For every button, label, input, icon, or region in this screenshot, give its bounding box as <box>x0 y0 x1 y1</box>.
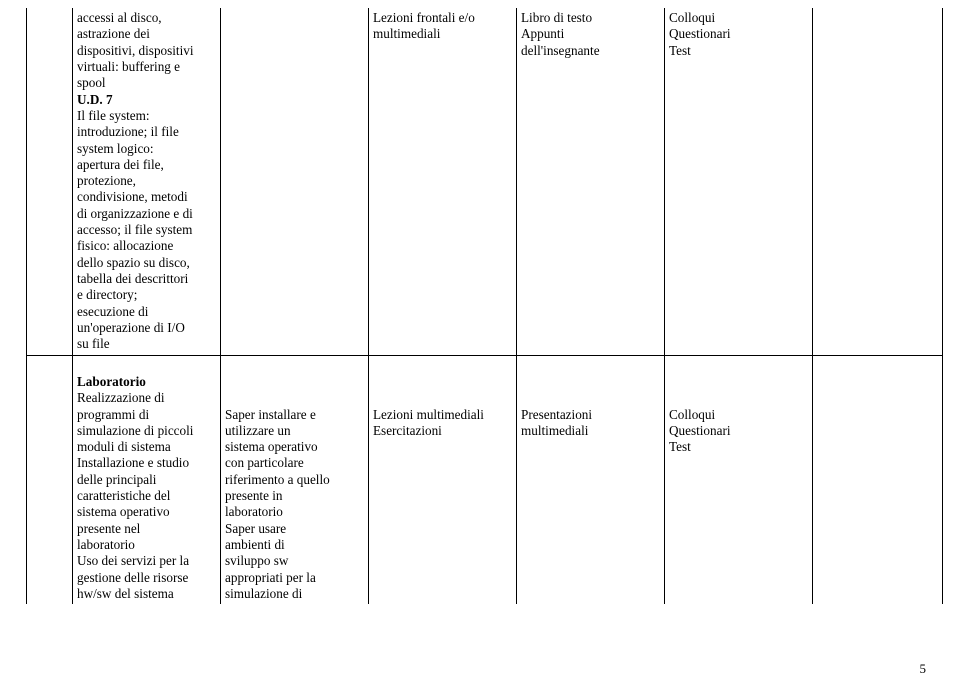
text-line: dispositivi, dispositivi <box>77 43 216 58</box>
cell-empty <box>813 355 943 604</box>
cell-libro: Libro di testo Appunti dell'insegnante <box>517 8 665 355</box>
text-line: Test <box>669 439 808 454</box>
cell-empty <box>27 8 73 355</box>
table-row: accessi al disco, astrazione dei disposi… <box>27 8 943 355</box>
cell-empty <box>813 8 943 355</box>
text-line: Installazione e studio <box>77 455 216 470</box>
text-line: Saper usare <box>225 521 364 536</box>
text-line: presente nel <box>77 521 216 536</box>
text-line <box>225 358 364 373</box>
text-line: e directory; <box>77 287 216 302</box>
text-line <box>373 358 512 373</box>
text-line: moduli di sistema <box>77 439 216 454</box>
text-line: programmi di <box>77 407 216 422</box>
text-line: delle principali <box>77 472 216 487</box>
text-line: hw/sw del sistema <box>77 586 216 601</box>
text-line: Colloqui <box>669 407 808 422</box>
text-line: multimediali <box>521 423 660 438</box>
text-line: Colloqui <box>669 10 808 25</box>
text-line: laboratorio <box>77 537 216 552</box>
text-line: sistema operativo <box>225 439 364 454</box>
text-line: Il file system: <box>77 108 216 123</box>
text-line: Questionari <box>669 26 808 41</box>
text-line: di organizzazione e di <box>77 206 216 221</box>
cell-colloqui: Colloqui Questionari Test <box>665 8 813 355</box>
text-line: utilizzare un <box>225 423 364 438</box>
text-line <box>373 390 512 405</box>
text-line: simulazione di <box>225 586 364 601</box>
text-line: Realizzazione di <box>77 390 216 405</box>
text-line: tabella dei descrittori <box>77 271 216 286</box>
unit-heading: U.D. 7 <box>77 92 216 107</box>
cell-empty <box>27 355 73 604</box>
text-line: simulazione di piccoli <box>77 423 216 438</box>
cell-lezioni: Lezioni frontali e/o multimediali <box>369 8 517 355</box>
cell-presentazioni: Presentazioni multimediali <box>517 355 665 604</box>
text-line: gestione delle risorse <box>77 570 216 585</box>
text-line: sistema operativo <box>77 504 216 519</box>
text-line: accesso; il file system <box>77 222 216 237</box>
text-line <box>669 390 808 405</box>
text-line: sviluppo sw <box>225 553 364 568</box>
text-line: protezione, <box>77 173 216 188</box>
text-line: Libro di testo <box>521 10 660 25</box>
text-line: dell'insegnante <box>521 43 660 58</box>
text-line <box>521 374 660 389</box>
text-line: system logico: <box>77 141 216 156</box>
lab-heading: Laboratorio <box>77 374 216 389</box>
text-line <box>669 358 808 373</box>
text-line: spool <box>77 75 216 90</box>
page-container: accessi al disco, astrazione dei disposi… <box>0 0 960 681</box>
table-row: Laboratorio Realizzazione di programmi d… <box>27 355 943 604</box>
text-line <box>225 374 364 389</box>
cell-lezioni2: Lezioni multimediali Esercitazioni <box>369 355 517 604</box>
text-line: ambienti di <box>225 537 364 552</box>
text-line: fisico: allocazione <box>77 238 216 253</box>
cell-laboratorio: Laboratorio Realizzazione di programmi d… <box>73 355 221 604</box>
text-line: dello spazio su disco, <box>77 255 216 270</box>
text-line: virtuali: buffering e <box>77 59 216 74</box>
cell-saper: Saper installare e utilizzare un sistema… <box>221 355 369 604</box>
text-line: Test <box>669 43 808 58</box>
text-line: Questionari <box>669 423 808 438</box>
text-line: Uso dei servizi per la <box>77 553 216 568</box>
text-line <box>373 374 512 389</box>
text-line: un'operazione di I/O <box>77 320 216 335</box>
content-table: accessi al disco, astrazione dei disposi… <box>26 8 943 604</box>
cell-colloqui2: Colloqui Questionari Test <box>665 355 813 604</box>
text-line: condivisione, metodi <box>77 189 216 204</box>
page-number: 5 <box>920 661 927 677</box>
text-line: caratteristiche del <box>77 488 216 503</box>
text-line: presente in <box>225 488 364 503</box>
text-line: astrazione dei <box>77 26 216 41</box>
text-line <box>77 358 216 373</box>
text-line: Esercitazioni <box>373 423 512 438</box>
cell-empty <box>221 8 369 355</box>
text-line <box>521 358 660 373</box>
text-line: Lezioni frontali e/o <box>373 10 512 25</box>
text-line: con particolare <box>225 455 364 470</box>
text-line <box>521 390 660 405</box>
text-line: introduzione; il file <box>77 124 216 139</box>
text-line: laboratorio <box>225 504 364 519</box>
text-line: riferimento a quello <box>225 472 364 487</box>
text-line <box>669 374 808 389</box>
text-line: Appunti <box>521 26 660 41</box>
text-line: su file <box>77 336 216 351</box>
cell-ud7: accessi al disco, astrazione dei disposi… <box>73 8 221 355</box>
text-line: accessi al disco, <box>77 10 216 25</box>
text-line: apertura dei file, <box>77 157 216 172</box>
text-line: Presentazioni <box>521 407 660 422</box>
text-line: Lezioni multimediali <box>373 407 512 422</box>
text-line: multimediali <box>373 26 512 41</box>
text-line: appropriati per la <box>225 570 364 585</box>
text-line: Saper installare e <box>225 407 364 422</box>
text-line <box>225 390 364 405</box>
text-line: esecuzione di <box>77 304 216 319</box>
